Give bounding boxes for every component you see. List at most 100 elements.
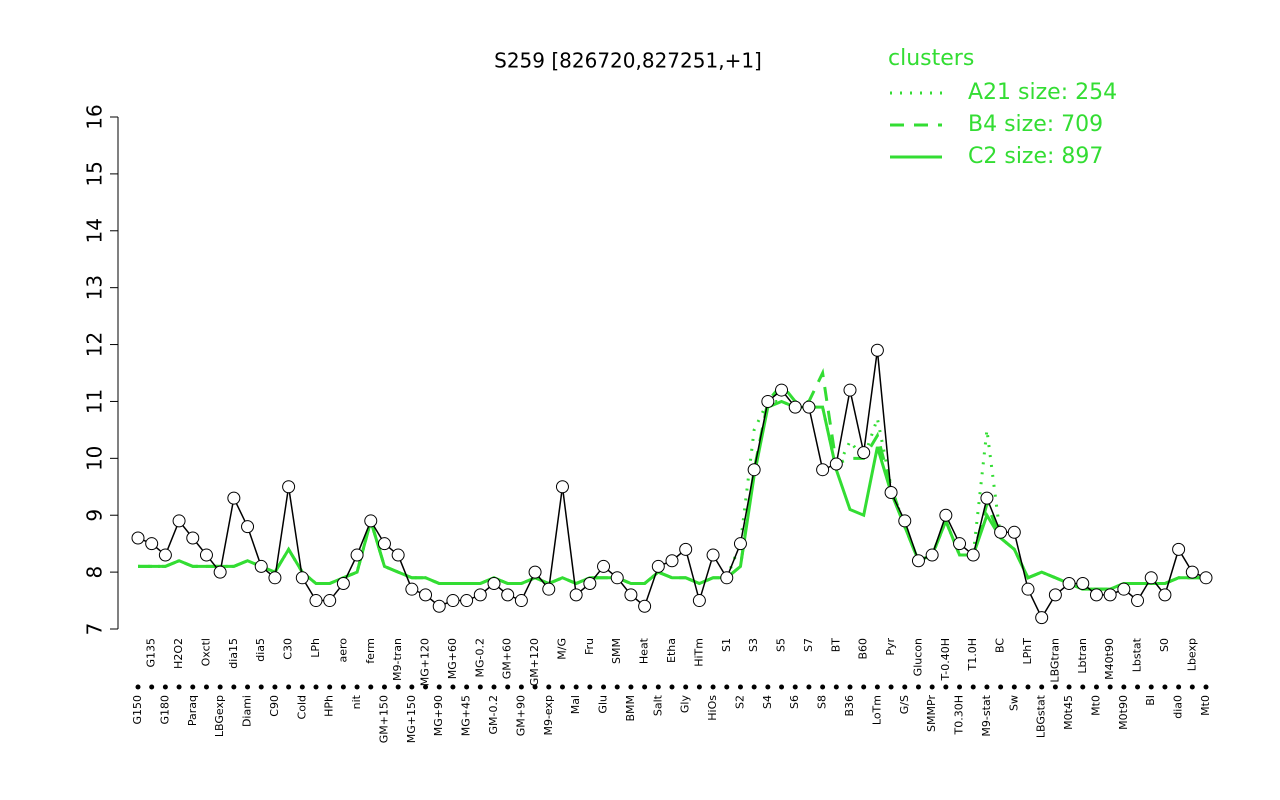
x-tick-label: BT: [829, 638, 842, 653]
x-tick-label: M/G: [555, 638, 568, 660]
x-tick-dot: [340, 684, 346, 690]
x-tick-label: aero: [336, 638, 349, 663]
gene-point: [720, 571, 734, 585]
x-tick-dot: [327, 684, 333, 690]
x-tick-label: B36: [843, 695, 856, 717]
gene-point: [898, 514, 912, 528]
x-tick-label: M0t45: [1062, 695, 1075, 730]
x-tick-label: M40t90: [1103, 638, 1116, 680]
legend-title: clusters: [888, 46, 974, 71]
gene-point: [953, 537, 967, 551]
x-tick-label: GM+120: [528, 638, 541, 686]
x-tick-dot: [902, 684, 908, 690]
gene-point: [665, 554, 679, 568]
x-tick-dot: [587, 684, 593, 690]
x-tick-dot: [395, 684, 401, 690]
x-tick-label: MG+90: [432, 695, 445, 736]
x-tick-dot: [929, 684, 935, 690]
gene-point: [651, 559, 665, 573]
x-tick-dot: [162, 684, 168, 690]
gene-point: [747, 463, 761, 477]
x-tick-dot: [1176, 684, 1182, 690]
x-tick-dot: [888, 684, 894, 690]
x-tick-dot: [1025, 684, 1031, 690]
x-tick-dot: [559, 684, 565, 690]
x-tick-label: S5: [775, 638, 788, 652]
x-tick-label: LoTm: [870, 695, 883, 725]
x-tick-dot: [505, 684, 511, 690]
x-tick-label: S0: [1158, 638, 1171, 652]
x-tick-dot: [546, 684, 552, 690]
x-tick-label: LPhT: [1021, 638, 1034, 665]
x-tick-dot: [833, 684, 839, 690]
gene-point: [199, 548, 213, 562]
gene-point: [419, 588, 433, 602]
x-tick-dot: [751, 684, 757, 690]
x-tick-label: M0t90: [1117, 695, 1130, 730]
x-tick-label: Glucon: [911, 638, 924, 676]
gene-point: [775, 383, 789, 397]
x-tick-label: T1.0H: [966, 638, 979, 671]
legend-label: B4 size: 709: [968, 112, 1103, 137]
x-tick-label: HiTm: [692, 638, 705, 667]
x-tick-label: Cold: [295, 695, 308, 719]
x-tick-label: S6: [788, 695, 801, 709]
x-tick-dot: [176, 684, 182, 690]
gene-point: [432, 599, 446, 613]
x-tick-dot: [1066, 684, 1072, 690]
gene-point: [1007, 525, 1021, 539]
gene-point: [473, 588, 487, 602]
gene-point: [268, 571, 282, 585]
x-tick-label: SMM: [610, 638, 623, 664]
x-tick-dot: [792, 684, 798, 690]
chart-title: S259 [826720,827251,+1]: [494, 49, 762, 73]
gene-point: [980, 491, 994, 505]
gene-point: [528, 565, 542, 579]
gene-point: [227, 491, 241, 505]
x-tick-label: C90: [268, 695, 281, 717]
x-tick-dot: [518, 684, 524, 690]
legend-label: C2 size: 897: [968, 144, 1103, 169]
x-tick-dot: [915, 684, 921, 690]
gene-point: [1131, 594, 1145, 608]
x-tick-dot: [409, 684, 415, 690]
x-tick-label: Sw: [1007, 695, 1020, 711]
gene-point: [610, 571, 624, 585]
x-tick-label: Salt: [651, 694, 664, 716]
gene-point: [364, 514, 378, 528]
gene-point: [145, 537, 159, 551]
x-tick-dot: [1121, 684, 1127, 690]
x-tick-label: dia15: [227, 638, 240, 669]
gene-point: [679, 542, 693, 556]
x-tick-label: M9-tran: [391, 638, 404, 681]
x-tick-dot: [970, 684, 976, 690]
gene-point: [158, 548, 172, 562]
x-tick-label: LBGtran: [1048, 638, 1061, 683]
x-tick-label: MG+150: [405, 695, 418, 743]
gene-point: [706, 548, 720, 562]
x-tick-label: S1: [720, 638, 733, 652]
gene-point: [1144, 571, 1158, 585]
x-tick-label: GM+90: [514, 695, 527, 736]
x-tick-label: Mt0: [1089, 695, 1102, 716]
gene-point: [309, 594, 323, 608]
y-tick-label: 11: [83, 389, 107, 414]
gene-point: [884, 485, 898, 499]
x-tick-dot: [368, 684, 374, 690]
x-tick-label: ferm: [364, 638, 377, 664]
x-tick-label: nit: [350, 694, 363, 709]
y-tick-label: 13: [83, 275, 107, 300]
gene-point: [624, 588, 638, 602]
x-tick-dot: [203, 684, 209, 690]
gene-point: [638, 599, 652, 613]
x-tick-label: T-0.40H: [939, 638, 952, 681]
gene-point: [350, 548, 364, 562]
x-tick-dot: [984, 684, 990, 690]
x-tick-dot: [847, 684, 853, 690]
x-tick-label: G135: [145, 638, 158, 668]
gene-point: [1076, 576, 1090, 590]
gene-point: [514, 594, 528, 608]
gene-point: [939, 508, 953, 522]
x-tick-label: Heat: [638, 637, 651, 664]
x-tick-dot: [737, 684, 743, 690]
